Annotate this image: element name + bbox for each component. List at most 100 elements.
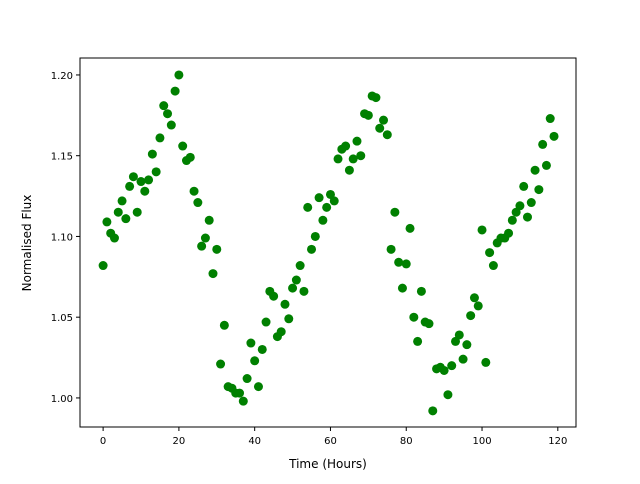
- data-point: [443, 390, 453, 400]
- data-point: [416, 286, 426, 296]
- data-point: [485, 248, 495, 258]
- x-tick-label: 40: [248, 436, 261, 447]
- data-point: [401, 259, 411, 269]
- data-point: [246, 338, 256, 348]
- y-tick-label: 1.10: [51, 232, 73, 243]
- data-point: [507, 215, 517, 225]
- data-point: [314, 193, 324, 203]
- x-tick-label: 100: [472, 436, 491, 447]
- data-point: [178, 141, 188, 151]
- data-point: [329, 196, 339, 206]
- data-point: [515, 201, 525, 211]
- data-point: [530, 165, 540, 175]
- data-point: [409, 312, 419, 322]
- data-point: [185, 152, 195, 162]
- x-tick-label: 20: [173, 436, 186, 447]
- data-point: [379, 115, 389, 125]
- data-point: [541, 160, 551, 170]
- data-point: [163, 109, 173, 119]
- data-point: [288, 283, 298, 293]
- data-point: [469, 293, 479, 303]
- data-point: [117, 196, 127, 206]
- data-point: [140, 186, 150, 196]
- data-point: [322, 202, 332, 212]
- data-point: [136, 177, 146, 187]
- data-point: [159, 101, 169, 111]
- data-point: [200, 233, 210, 243]
- data-point: [155, 133, 165, 143]
- data-point: [147, 149, 157, 159]
- data-point: [382, 130, 392, 140]
- data-point: [299, 286, 309, 296]
- data-point: [534, 185, 544, 195]
- data-point: [522, 212, 532, 222]
- data-point: [447, 361, 457, 371]
- data-point: [397, 283, 407, 293]
- data-point: [261, 317, 271, 327]
- data-point: [545, 114, 555, 124]
- data-point: [477, 225, 487, 235]
- data-point: [98, 261, 108, 271]
- data-point: [341, 141, 351, 151]
- data-point: [473, 301, 483, 311]
- data-point: [371, 93, 381, 103]
- data-point: [113, 207, 123, 217]
- data-point: [454, 330, 464, 340]
- y-tick-label: 1.20: [51, 71, 73, 82]
- data-point: [170, 86, 180, 96]
- data-point: [538, 139, 548, 149]
- data-point: [295, 261, 305, 271]
- x-tick-label: 60: [324, 436, 337, 447]
- data-point: [212, 244, 222, 254]
- data-point: [144, 175, 154, 185]
- data-point: [386, 244, 396, 254]
- data-point: [344, 165, 354, 175]
- data-point: [197, 241, 207, 251]
- data-point: [462, 340, 472, 350]
- data-point: [549, 131, 559, 141]
- data-point: [208, 269, 218, 279]
- y-axis-label: Normalised Flux: [20, 195, 34, 292]
- data-point: [216, 359, 226, 369]
- x-tick-label: 80: [400, 436, 413, 447]
- x-axis: 0 20 40 60 80 100 120: [100, 427, 567, 447]
- data-point: [375, 123, 385, 133]
- data-point: [348, 154, 358, 164]
- x-axis-label: Time (Hours): [288, 457, 367, 471]
- data-point: [303, 202, 313, 212]
- data-point: [269, 291, 279, 301]
- y-tick-label: 1.00: [51, 394, 73, 405]
- data-point: [526, 198, 536, 208]
- data-point: [166, 120, 176, 130]
- data-point: [352, 136, 362, 146]
- data-point: [132, 207, 142, 217]
- data-point: [102, 217, 112, 227]
- data-point: [121, 214, 131, 224]
- data-point: [257, 344, 267, 354]
- data-point: [488, 261, 498, 271]
- data-point: [333, 154, 343, 164]
- x-tick-label: 0: [100, 436, 106, 447]
- data-point: [413, 336, 423, 346]
- data-point: [390, 207, 400, 217]
- data-point: [189, 186, 199, 196]
- data-point: [291, 275, 301, 285]
- data-point: [405, 223, 415, 233]
- data-point: [151, 167, 161, 177]
- data-point: [253, 382, 263, 392]
- data-point: [219, 320, 229, 330]
- data-point: [235, 388, 245, 398]
- data-point: [466, 311, 476, 321]
- data-point: [193, 198, 203, 208]
- axes-frame: [79, 57, 577, 428]
- data-point: [318, 215, 328, 225]
- data-point: [394, 257, 404, 267]
- data-point: [250, 356, 260, 366]
- data-point: [280, 299, 290, 309]
- data-point: [174, 70, 184, 80]
- data-point: [242, 374, 252, 384]
- data-point: [424, 319, 434, 329]
- y-tick-label: 1.15: [51, 152, 73, 163]
- data-point: [310, 231, 320, 241]
